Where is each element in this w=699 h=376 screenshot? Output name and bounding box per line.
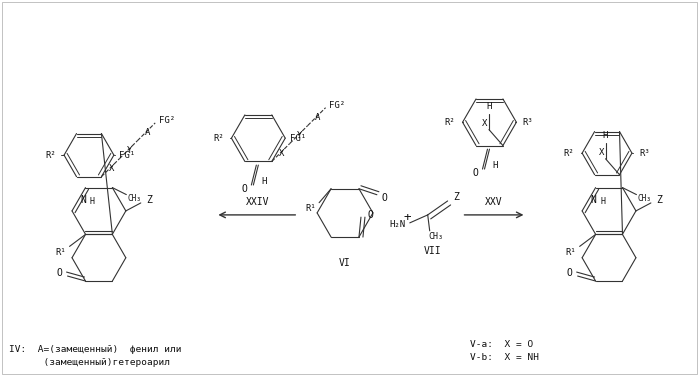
Text: FG²: FG² [329,101,345,110]
Text: O: O [368,210,374,220]
Text: VI: VI [339,258,351,268]
Text: CH₃: CH₃ [428,232,443,241]
Text: N: N [80,194,87,205]
Text: H: H [90,197,95,206]
Text: R²: R² [213,134,224,143]
Text: X: X [109,164,114,173]
Text: CH₃: CH₃ [127,194,141,203]
Text: XXV: XXV [484,197,503,207]
Text: +: + [403,211,410,224]
Text: Y: Y [297,131,303,140]
Text: CH₃: CH₃ [637,194,651,203]
Text: R¹: R¹ [55,248,66,257]
Text: Y: Y [127,146,132,155]
Text: R¹: R¹ [305,204,317,213]
Text: V-a:  X = O: V-a: X = O [470,340,533,349]
Text: VII: VII [424,246,442,256]
Text: O: O [382,193,388,203]
Text: Z: Z [146,195,152,205]
Text: (замещенный)гетероарил: (замещенный)гетероарил [9,358,171,367]
Text: XXIV: XXIV [245,197,269,207]
Text: Z: Z [656,195,662,205]
Text: X: X [599,148,604,157]
Text: R¹: R¹ [565,248,576,257]
Text: X: X [482,119,488,128]
Text: O: O [241,184,247,194]
Text: R³: R³ [640,149,650,158]
Text: R²: R² [445,118,455,127]
Text: A: A [145,128,150,137]
Text: H: H [261,176,267,185]
Text: H: H [603,131,608,140]
Text: IV:  A=(замещенный)  фенил или: IV: A=(замещенный) фенил или [9,345,182,354]
Text: H₂N: H₂N [390,220,406,229]
Text: X: X [279,149,284,158]
Text: FG¹: FG¹ [290,134,306,143]
Text: R²: R² [564,149,575,158]
Text: V-b:  X = NH: V-b: X = NH [470,353,538,362]
Text: FG¹: FG¹ [119,151,135,160]
Text: H: H [493,161,498,170]
Text: O: O [57,268,62,278]
Text: Z: Z [454,192,459,202]
Text: O: O [567,268,572,278]
Text: H: H [600,197,605,206]
Text: A: A [315,113,320,122]
Text: R²: R² [45,151,57,160]
Text: N: N [591,194,596,205]
Text: O: O [473,168,479,178]
Text: H: H [487,102,491,111]
Text: R³: R³ [522,118,533,127]
Text: FG²: FG² [159,117,175,126]
